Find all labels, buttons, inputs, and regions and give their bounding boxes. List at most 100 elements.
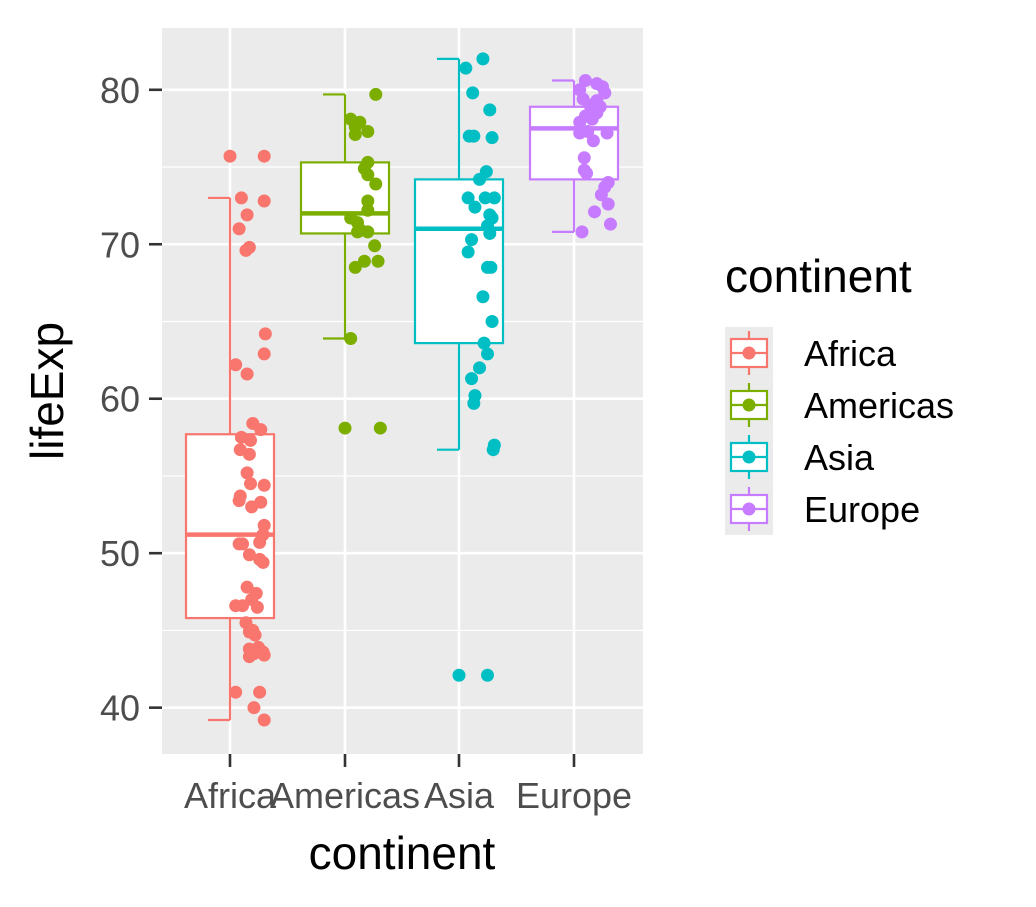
data-point — [240, 208, 254, 222]
data-point — [483, 103, 497, 117]
legend: continent Africa Americas Asia Europe — [725, 250, 954, 535]
data-point — [368, 239, 382, 253]
y-tick-label: 70 — [100, 224, 140, 265]
data-point — [245, 500, 259, 514]
data-point — [242, 650, 256, 664]
data-point — [361, 203, 375, 217]
data-point — [253, 685, 267, 699]
legend-item-africa: Africa — [725, 327, 897, 379]
data-point — [234, 191, 248, 205]
data-point — [461, 191, 475, 205]
data-point — [476, 52, 490, 66]
y-axis-title: lifeExp — [21, 322, 73, 460]
data-point — [373, 421, 387, 435]
legend-key-point — [742, 398, 756, 412]
legend-label: Africa — [804, 333, 897, 374]
data-point — [484, 260, 498, 274]
data-point — [459, 61, 473, 75]
y-tick-label: 80 — [100, 70, 140, 111]
data-point — [256, 555, 270, 569]
box-europe — [528, 79, 620, 233]
data-point — [598, 86, 612, 100]
data-point — [257, 648, 271, 662]
points-europe — [573, 74, 617, 239]
data-point — [232, 494, 246, 508]
data-point — [351, 225, 365, 239]
points-americas — [338, 87, 387, 435]
data-point — [240, 367, 254, 381]
data-point — [573, 126, 587, 140]
data-point — [473, 361, 487, 375]
data-point — [468, 200, 482, 214]
data-point — [229, 685, 243, 699]
data-point — [466, 86, 480, 100]
data-point — [253, 535, 267, 549]
data-point — [476, 290, 490, 304]
points-asia — [452, 52, 501, 682]
data-point — [361, 168, 375, 182]
data-point — [467, 396, 481, 410]
data-point — [371, 254, 385, 268]
data-point — [257, 478, 271, 492]
data-point — [467, 129, 481, 143]
data-point — [257, 713, 271, 727]
data-point — [361, 194, 375, 208]
data-point — [481, 347, 494, 361]
data-point — [242, 447, 256, 461]
x-tick-label: Africa — [184, 775, 277, 816]
data-point — [239, 243, 253, 257]
box-iqr — [528, 105, 620, 181]
data-point — [257, 194, 271, 208]
data-point — [257, 347, 271, 361]
legend-title: continent — [725, 250, 912, 302]
data-point — [248, 628, 262, 642]
box-americas — [299, 93, 391, 340]
data-point — [478, 191, 492, 205]
data-point — [236, 537, 250, 551]
data-point — [250, 600, 264, 614]
data-point — [338, 421, 352, 435]
data-point — [465, 372, 479, 386]
data-point — [473, 172, 487, 186]
data-point — [465, 233, 479, 247]
data-point — [258, 327, 272, 341]
data-point — [586, 134, 600, 148]
data-point — [452, 668, 466, 682]
y-tick-label: 40 — [100, 688, 140, 729]
data-point — [585, 112, 599, 126]
legend-item-americas: Americas — [725, 379, 954, 431]
data-point — [580, 166, 594, 180]
data-point — [232, 222, 246, 236]
data-point — [603, 217, 617, 231]
data-point — [601, 197, 615, 211]
x-axis-title: continent — [309, 827, 496, 879]
jitter-points-layer — [223, 52, 617, 727]
data-point — [594, 188, 608, 202]
data-point — [344, 331, 358, 345]
legend-label: Asia — [804, 437, 875, 478]
data-point — [247, 701, 261, 715]
legend-label: Americas — [804, 385, 954, 426]
legend-label: Europe — [804, 489, 920, 530]
data-point — [240, 580, 254, 594]
data-point — [244, 477, 258, 491]
data-point — [240, 466, 254, 480]
data-point — [600, 126, 614, 140]
legend-key-point — [742, 502, 756, 516]
data-point — [361, 124, 375, 138]
data-point — [348, 260, 362, 274]
data-point — [485, 131, 499, 145]
legend-key-point — [742, 346, 756, 360]
y-tick-label: 50 — [100, 533, 140, 574]
data-point — [577, 151, 591, 165]
data-point — [575, 225, 589, 239]
box-africa — [184, 196, 276, 722]
data-point — [236, 599, 250, 613]
data-point — [229, 358, 243, 372]
data-point — [357, 254, 371, 268]
x-tick-label: Asia — [424, 775, 495, 816]
x-tick-label: Americas — [270, 775, 420, 816]
data-point — [369, 177, 383, 191]
